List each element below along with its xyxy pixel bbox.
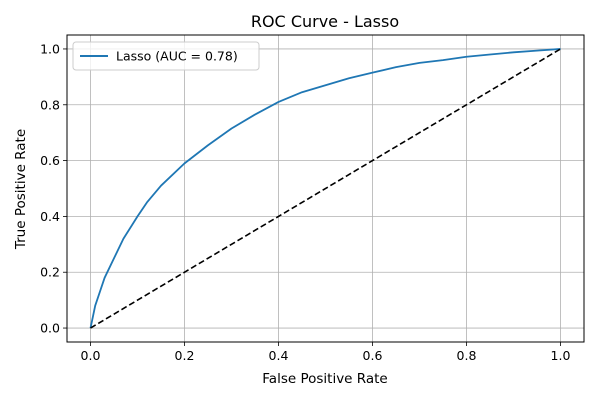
y-tick-label-5: 1.0	[40, 41, 60, 56]
x-tick-label-1: 0.2	[175, 348, 195, 363]
series-lines	[89, 48, 561, 329]
y-tick-label-2: 0.4	[40, 209, 60, 224]
legend-box	[72, 41, 260, 71]
y-tick-label-3: 0.6	[40, 153, 60, 168]
chance-diagonal-line	[90, 48, 561, 329]
x-tick-label-3: 0.6	[363, 348, 383, 363]
y-tick-label-1: 0.2	[40, 265, 60, 280]
y-tick-label-4: 0.8	[40, 97, 60, 112]
y-axis-ticks: 0.0 0.2 0.4 0.6 0.8 1.0	[40, 41, 67, 336]
x-tick-label-4: 0.8	[457, 348, 477, 363]
x-axis-label: False Positive Rate	[262, 371, 387, 387]
x-tick-label-2: 0.4	[269, 348, 289, 363]
x-axis-ticks: 0.0 0.2 0.4 0.6 0.8 1.0	[81, 342, 571, 363]
grid-lines	[67, 35, 584, 342]
legend: Lasso (AUC = 0.78)	[72, 41, 260, 71]
x-tick-label-0: 0.0	[81, 348, 101, 363]
series-line-0	[89, 48, 561, 329]
x-tick-label-5: 1.0	[551, 348, 571, 363]
legend-entry-lasso: Lasso (AUC = 0.78)	[116, 49, 238, 64]
y-axis-label: True Positive Rate	[13, 129, 29, 250]
chart-title: ROC Curve - Lasso	[251, 12, 399, 31]
plot-area-frame	[66, 34, 585, 343]
y-tick-label-0: 0.0	[40, 321, 60, 336]
